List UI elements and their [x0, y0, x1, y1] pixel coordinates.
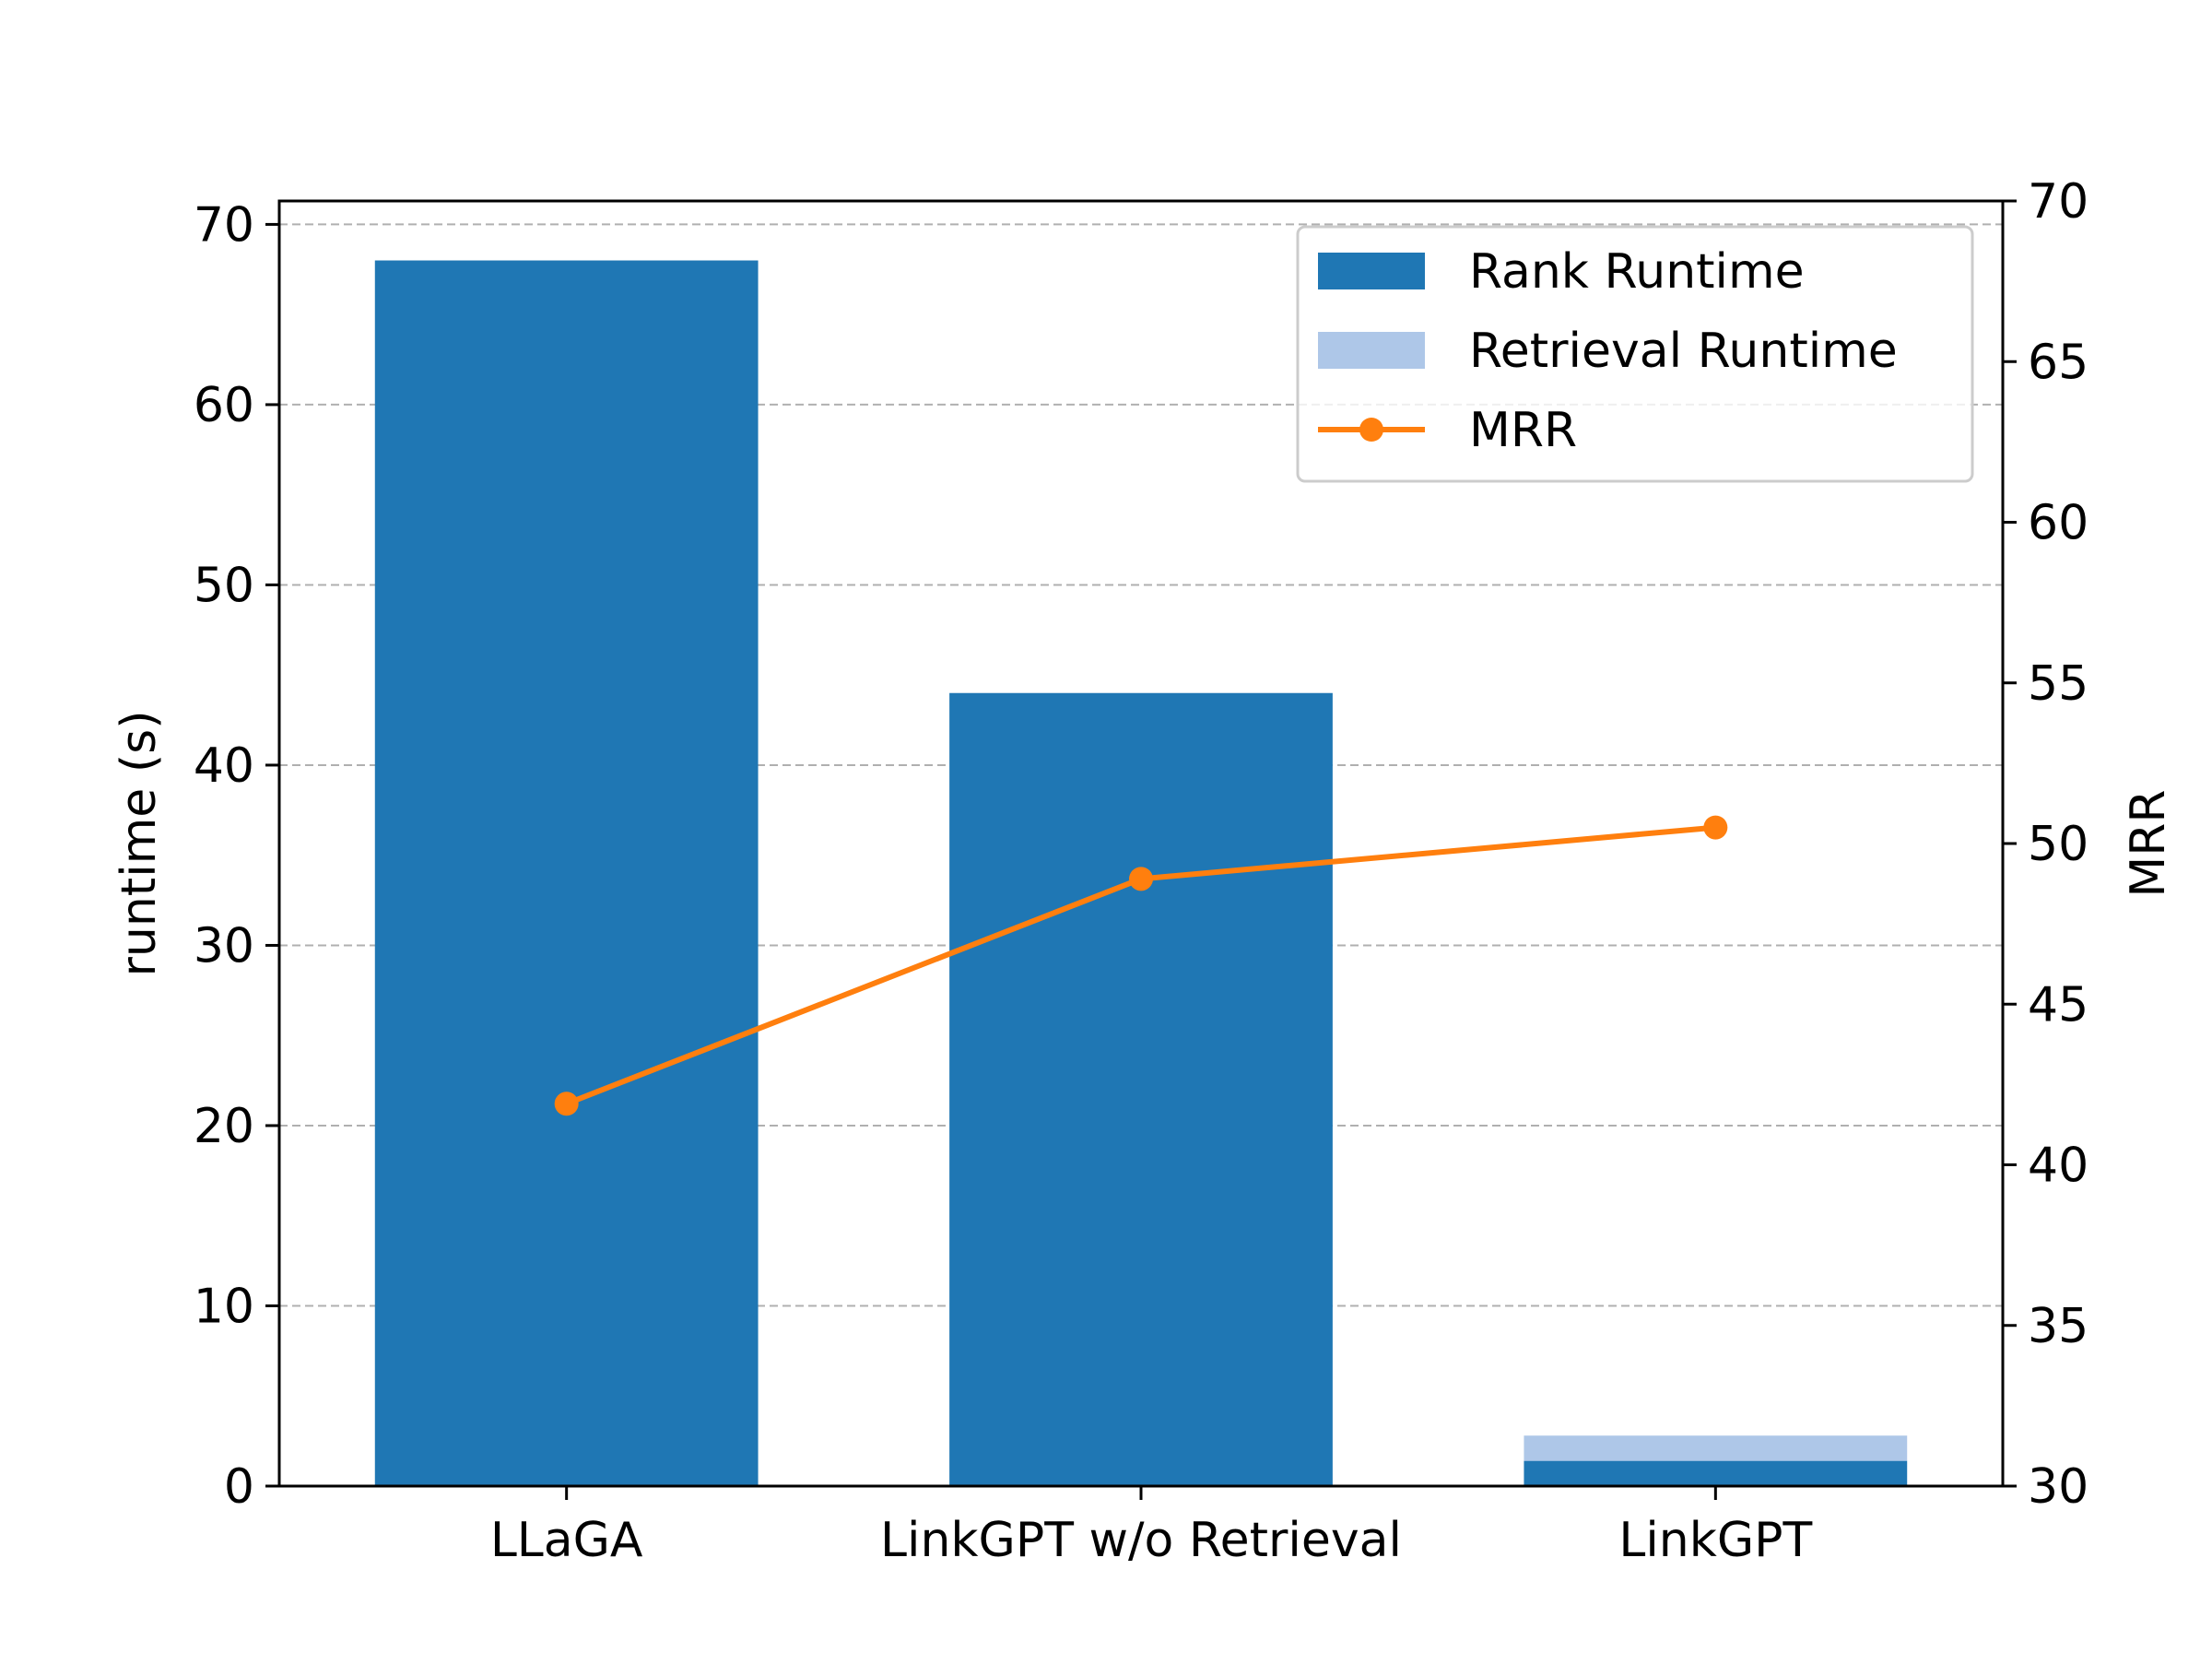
left-tick-label-60: 60	[194, 378, 254, 433]
left-tick-label-50: 50	[194, 558, 254, 613]
legend-swatch-rank-runtime	[1318, 253, 1425, 289]
left-tick-label-20: 20	[194, 1099, 254, 1154]
left-tick-label-40: 40	[194, 738, 254, 794]
x-tick-label-llaga: LLaGA	[490, 1513, 643, 1568]
bar-rank-runtime-llaga	[374, 260, 759, 1486]
legend-frame	[1296, 225, 1974, 483]
x-tick-label-linkgpt-w-o-retrieval: LinkGPT w/o Retrieval	[880, 1513, 1402, 1568]
right-tick-label-35: 35	[2028, 1299, 2088, 1354]
left-tick-label-30: 30	[194, 918, 254, 974]
bar-rank-runtime-linkgpt	[1524, 1460, 1908, 1486]
right-tick-label-50: 50	[2028, 817, 2088, 872]
legend-label-retrieval-runtime: Retrieval Runtime	[1469, 324, 1898, 379]
mrr-line-layer	[554, 815, 1728, 1116]
x-axis: LLaGA LinkGPT w/o Retrieval LinkGPT	[490, 1486, 1813, 1568]
mrr-point-linkgpt-w-o-retrieval	[1129, 867, 1153, 891]
left-axis-title: runtime (s)	[112, 711, 167, 977]
right-tick-label-60: 60	[2028, 496, 2088, 551]
left-tick-label-70: 70	[194, 197, 254, 253]
left-y-axis: 0 10 20 30 40 50 60 70	[194, 197, 279, 1515]
bar-retrieval-runtime-linkgpt	[1524, 1435, 1908, 1461]
bars	[374, 260, 1908, 1486]
right-tick-label-45: 45	[2028, 977, 2088, 1033]
mrr-point-llaga	[554, 1092, 579, 1116]
right-tick-label-55: 55	[2028, 656, 2088, 712]
legend-label-mrr: MRR	[1469, 403, 1577, 458]
right-y-axis: 30 35 40 45 50 55 60 65 70	[2003, 174, 2088, 1515]
legend: Rank Runtime Retrieval Runtime MRR	[1296, 225, 1974, 483]
x-tick-label-linkgpt: LinkGPT	[1618, 1513, 1812, 1568]
legend-label-rank-runtime: Rank Runtime	[1469, 244, 1805, 300]
right-tick-label-65: 65	[2028, 335, 2088, 390]
left-tick-label-10: 10	[194, 1279, 254, 1334]
mrr-point-linkgpt	[1703, 815, 1728, 840]
right-tick-label-30: 30	[2028, 1459, 2088, 1515]
left-tick-label-0: 0	[224, 1459, 254, 1515]
bar-rank-runtime-linkgpt-w-o-retrieval	[949, 692, 1333, 1486]
legend-swatch-mrr-marker	[1359, 418, 1383, 442]
legend-swatch-retrieval-runtime	[1318, 332, 1425, 369]
right-tick-label-40: 40	[2028, 1139, 2088, 1194]
right-axis-title: MRR	[2121, 789, 2176, 897]
right-tick-label-70: 70	[2028, 174, 2088, 230]
